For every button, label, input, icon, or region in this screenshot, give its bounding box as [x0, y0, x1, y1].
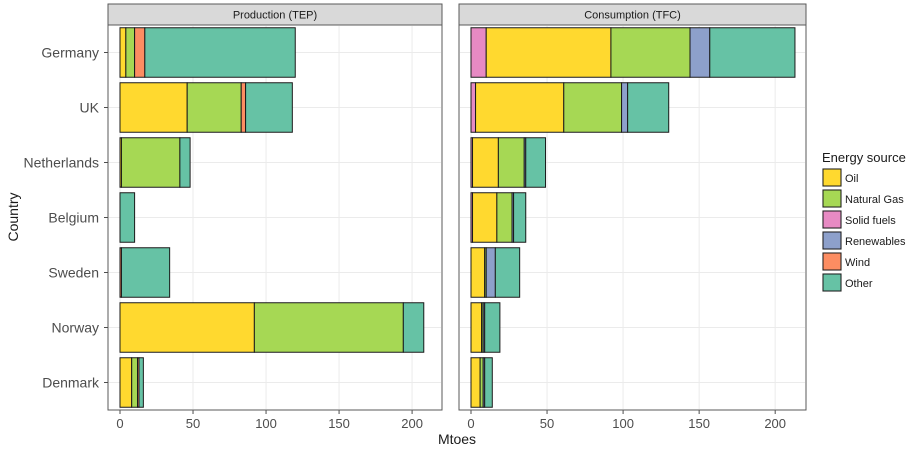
y-axis-title: Country [5, 192, 21, 241]
category-label-belgium: Belgium [48, 210, 99, 226]
panel-2-bar-denmark-other [484, 357, 493, 408]
panel-2-bar-uk-oil [475, 82, 565, 133]
panel-1-tick-label-200: 200 [401, 416, 423, 431]
panel-1-bar-denmark-natural-gas [131, 357, 139, 408]
panel-1-tick-label-150: 150 [328, 416, 350, 431]
category-label-germany: Germany [41, 45, 99, 61]
panel-2-tick-label-50: 50 [540, 416, 554, 431]
panel-1-tick-label-50: 50 [186, 416, 200, 431]
panel-2-bar-germany-solid-fuels [470, 27, 487, 78]
panel-1-bar-germany-wind [134, 27, 146, 78]
panel-2-bar-germany-natural-gas [610, 27, 691, 78]
panel-1-bar-uk-natural-gas [186, 82, 242, 133]
legend-label-oil: Oil [845, 173, 858, 185]
panel-2-bar-sweden-renewables [485, 247, 496, 298]
panel-2-tick-label-0: 0 [467, 416, 474, 431]
panel-1-bar-netherlands-other [179, 137, 191, 188]
category-label-denmark: Denmark [42, 375, 100, 391]
legend-key-renewables [822, 231, 842, 250]
panel-2-bar-belgium-oil [472, 192, 498, 243]
panel-2-bar-uk-natural-gas [563, 82, 623, 133]
legend-label-natural-gas: Natural Gas [845, 194, 904, 206]
panel-1-bar-uk-oil [119, 82, 188, 133]
panel-1-bar-norway-other [402, 302, 425, 353]
category-label-norway: Norway [52, 320, 99, 336]
panel-2-bar-netherlands-natural-gas [497, 137, 525, 188]
legend-key-natural-gas [822, 189, 842, 208]
panel-1-bar-germany-other [144, 27, 296, 78]
panel-1-title: Production (TEP) [233, 10, 317, 22]
panel-2-bar-netherlands-other [525, 137, 547, 188]
panel-2-bar-belgium-natural-gas [496, 192, 513, 243]
panel-2-bar-germany-other [709, 27, 796, 78]
panel-2-bar-netherlands-oil [472, 137, 499, 188]
panel-1-bar-norway-natural-gas [253, 302, 404, 353]
legend-key-solid-fuels [822, 210, 842, 229]
panel-2-bar-belgium-other [513, 192, 527, 243]
panel-1-tick-label-0: 0 [116, 416, 123, 431]
panel-2-title: Consumption (TFC) [584, 10, 681, 22]
panel-2-bar-sweden-oil [470, 247, 486, 298]
panel-1-bar-belgium-other [119, 192, 136, 243]
panel-1-bar-uk-other [245, 82, 293, 133]
panel-2-bar-sweden-other [494, 247, 521, 298]
panel-2-tick-label-150: 150 [688, 416, 710, 431]
panel-2-border [458, 24, 807, 411]
category-label-netherlands: Netherlands [24, 155, 100, 171]
panel-2-bar-uk-other [627, 82, 670, 133]
panel-1-bar-norway-oil [119, 302, 255, 353]
panel-2-bar-norway-oil [470, 302, 483, 353]
panel-1-bar-uk-wind [240, 82, 247, 133]
panel-2-bar-germany-oil [485, 27, 612, 78]
panel-2-bar-uk-renewables [621, 82, 629, 133]
panel-2-bar-uk-solid-fuels [470, 82, 477, 133]
panel-1-bar-denmark-other [138, 357, 144, 408]
panel-1-bar-netherlands-natural-gas [120, 137, 181, 188]
legend-key-other [822, 273, 842, 292]
category-label-sweden: Sweden [48, 265, 99, 281]
panel-1-bar-germany-oil [119, 27, 127, 78]
panel-2-tick-label-200: 200 [764, 416, 786, 431]
panel-2-bar-denmark-oil [470, 357, 481, 408]
legend-key-wind [822, 252, 842, 271]
panel-1-tick-label-100: 100 [255, 416, 277, 431]
legend-title: Energy source [822, 150, 906, 165]
legend-key-oil [822, 168, 842, 187]
panel-1-bar-germany-natural-gas [125, 27, 136, 78]
panel-2-bar-norway-other [484, 302, 501, 353]
panel-1-bar-denmark-oil [119, 357, 133, 408]
category-label-uk: UK [80, 100, 100, 116]
x-axis-title: Mtoes [438, 431, 476, 447]
panel-1-bar-sweden-other [120, 247, 171, 298]
panel-2-bar-germany-renewables [689, 27, 711, 78]
panel-2-tick-label-100: 100 [612, 416, 634, 431]
legend-label-other: Other [845, 278, 873, 290]
legend-label-solid-fuels: Solid fuels [845, 215, 896, 227]
legend-label-wind: Wind [845, 257, 870, 269]
legend-label-renewables: Renewables [845, 236, 906, 248]
